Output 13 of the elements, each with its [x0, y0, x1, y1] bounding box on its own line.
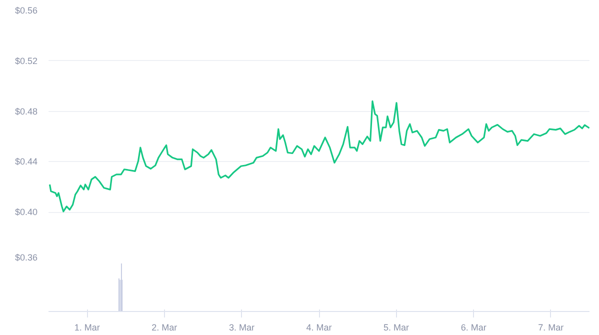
x-tick-label: 4. Mar	[306, 322, 332, 332]
x-tick-label: 2. Mar	[152, 322, 178, 332]
y-tick-label: $0.56	[14, 6, 38, 16]
y-tick-label: $0.48	[14, 106, 38, 116]
x-tick-label: 1. Mar	[74, 322, 100, 332]
y-tick-label: $0.44	[14, 156, 38, 167]
x-tick-label: 7. Mar	[538, 322, 564, 332]
x-tick-label: 6. Mar	[460, 322, 486, 332]
x-tick-label: 3. Mar	[228, 322, 254, 332]
y-tick-label: $0.40	[14, 207, 38, 218]
y-tick-label: $0.36	[14, 252, 38, 262]
x-tick-label: 5. Mar	[384, 322, 410, 332]
y-tick-label: $0.52	[14, 56, 38, 66]
